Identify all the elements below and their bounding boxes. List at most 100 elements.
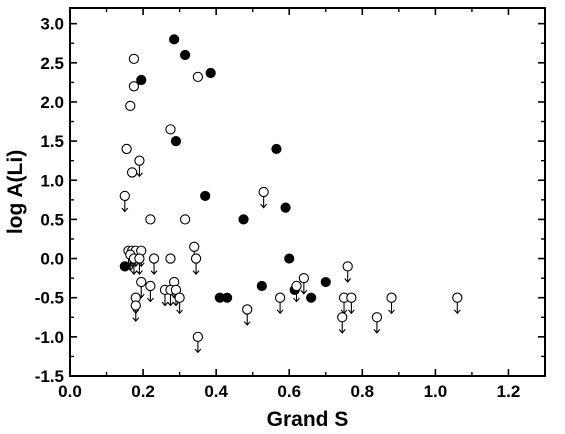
upper-limit-arrow-head — [300, 289, 308, 295]
upper-limit-point — [168, 276, 180, 299]
open-data-point — [128, 81, 140, 92]
upper-limit-point — [452, 292, 463, 315]
open-data-point — [179, 214, 191, 225]
open-data-point — [274, 292, 286, 303]
open-data-point — [337, 312, 348, 323]
filled-data-point — [256, 280, 267, 292]
x-tick-label: 0.6 — [277, 382, 301, 401]
upper-limit-point — [371, 312, 383, 334]
x-axis-title: Grand S — [267, 408, 349, 431]
filled-data-point — [170, 136, 182, 147]
open-data-point — [134, 155, 145, 166]
open-data-point — [452, 292, 463, 303]
x-tick-label: 0.4 — [204, 382, 228, 401]
x-tick-label: 0.8 — [350, 382, 374, 401]
y-tick-label: 1.0 — [40, 171, 64, 190]
upper-limit-arrow-head — [260, 203, 268, 209]
open-data-point — [192, 71, 204, 83]
open-data-point — [134, 253, 145, 264]
upper-limit-point — [130, 300, 141, 322]
upper-limit-arrow-head — [388, 309, 395, 315]
data-points — [119, 34, 463, 354]
y-tick-label: 2.0 — [40, 93, 64, 112]
upper-limit-arrow-head — [192, 270, 200, 275]
open-data-point — [128, 53, 140, 65]
filled-data-point — [136, 74, 147, 86]
open-data-point — [126, 167, 138, 178]
upper-limit-arrow-head — [338, 329, 346, 334]
open-data-point — [165, 124, 176, 135]
y-tick-label: 0.0 — [40, 250, 64, 269]
upper-limit-point — [337, 312, 348, 334]
upper-limit-point — [130, 292, 141, 315]
x-tick-label: 1.0 — [424, 382, 448, 401]
upper-limit-point — [119, 190, 130, 213]
open-data-point — [121, 143, 132, 155]
open-data-point — [165, 253, 176, 264]
y-tick-label: 1.5 — [40, 132, 64, 151]
upper-limit-point — [190, 253, 202, 275]
upper-limit-point — [192, 331, 204, 354]
open-data-point — [291, 280, 302, 292]
upper-limit-point — [346, 292, 357, 315]
open-data-point — [298, 272, 309, 284]
filled-data-point — [280, 202, 291, 213]
y-tick-label: 2.5 — [40, 54, 64, 73]
upper-limit-point — [274, 292, 286, 315]
y-tick-label: -1.5 — [35, 367, 64, 386]
upper-limit-point — [298, 272, 309, 295]
upper-limit-arrow-head — [276, 309, 284, 315]
upper-limit-arrow-head — [167, 301, 174, 307]
open-data-point — [386, 292, 397, 303]
y-tick-label: -0.5 — [35, 289, 64, 308]
filled-data-point — [306, 292, 317, 303]
upper-limit-point — [291, 280, 302, 303]
upper-limit-arrow-head — [172, 301, 180, 307]
filled-data-point — [205, 67, 216, 79]
upper-limit-arrow-head — [194, 348, 202, 354]
tick-labels: 0.0 0.2 0.4 0.6 0.8 1.0 1.2 -1.5 -1.0 -0.5 0.0 0.5 1… — [35, 15, 521, 401]
upper-limit-point — [134, 253, 145, 275]
open-data-point — [125, 100, 136, 112]
y-tick-label: 3.0 — [40, 15, 64, 34]
upper-limit-arrow-head — [146, 297, 154, 303]
upper-limit-arrow-head — [453, 309, 461, 315]
upper-limit-arrow-head — [121, 207, 129, 213]
plot-frame — [69, 7, 546, 377]
upper-limit-point — [342, 261, 353, 283]
open-data-point — [189, 241, 200, 252]
open-data-point — [346, 292, 357, 303]
upper-limit-arrow-head — [293, 297, 300, 303]
open-data-point — [136, 276, 147, 288]
upper-limit-arrow-head — [347, 309, 355, 315]
y-axis-title: log A(Li) — [4, 150, 27, 234]
upper-limit-arrow-head — [161, 301, 169, 307]
y-tick-label: -1.0 — [35, 328, 64, 347]
open-data-point — [148, 253, 160, 264]
open-data-point — [371, 312, 383, 323]
open-data-point — [242, 304, 253, 315]
upper-limit-arrow-head — [373, 329, 381, 334]
open-data-point — [190, 253, 202, 264]
open-data-point — [192, 331, 204, 343]
filled-data-point — [238, 214, 249, 225]
open-data-point — [145, 214, 156, 225]
x-tick-label: 0.2 — [131, 382, 155, 401]
upper-limit-point — [258, 186, 269, 209]
open-data-point — [258, 186, 269, 198]
open-data-point — [130, 300, 141, 311]
upper-limit-point — [145, 280, 156, 303]
upper-limit-arrow-head — [150, 270, 158, 275]
upper-limit-arrow-head — [132, 317, 140, 322]
filled-data-point — [284, 253, 295, 264]
open-data-point — [342, 261, 353, 272]
filled-data-point — [271, 143, 282, 155]
open-data-point — [174, 292, 185, 303]
upper-limit-point — [174, 292, 185, 315]
filled-data-point — [169, 34, 180, 45]
upper-limit-arrow-head — [136, 270, 143, 275]
upper-limit-point — [386, 292, 397, 315]
x-tick-label: 0.0 — [58, 382, 82, 401]
x-tick-label: 1.2 — [497, 382, 521, 401]
